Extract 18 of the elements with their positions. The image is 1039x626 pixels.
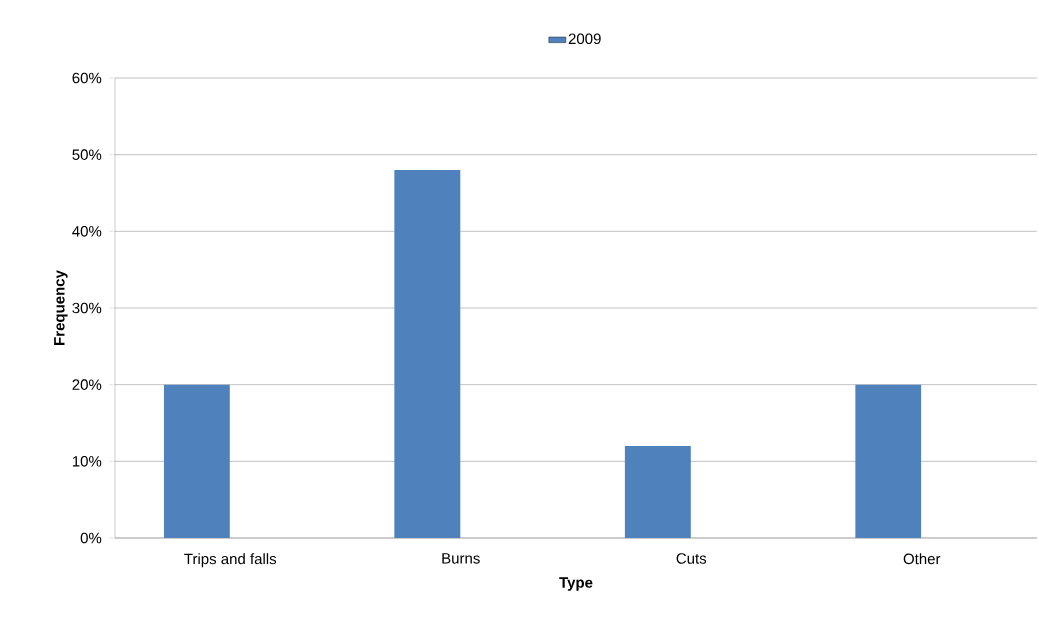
- y-tick-label: 20%: [72, 379, 102, 390]
- y-tick-label: 50%: [72, 149, 102, 160]
- bar: [624, 445, 691, 538]
- y-tick-label: 40%: [72, 226, 102, 237]
- y-tick-label: 30%: [72, 302, 102, 314]
- y-axis-title: Frequency: [54, 270, 68, 345]
- bar: [163, 384, 230, 538]
- legend-label: 2009: [568, 33, 601, 45]
- x-tick-label: Cuts: [676, 553, 707, 564]
- bar: [855, 384, 922, 538]
- y-tick-label: 0%: [80, 532, 102, 544]
- x-axis-title: Type: [559, 577, 593, 591]
- y-tick-label: 60%: [72, 72, 102, 84]
- y-tick-label: 10%: [72, 456, 102, 467]
- x-tick-label: Burns: [442, 553, 480, 564]
- bar: [394, 169, 461, 538]
- x-tick-label: Trips and falls: [184, 553, 277, 568]
- x-tick-label: Other: [903, 553, 941, 565]
